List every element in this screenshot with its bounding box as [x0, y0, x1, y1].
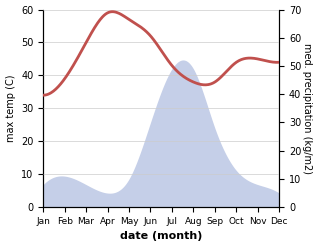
Y-axis label: med. precipitation (kg/m2): med. precipitation (kg/m2) — [302, 43, 313, 174]
Y-axis label: max temp (C): max temp (C) — [5, 75, 16, 142]
X-axis label: date (month): date (month) — [120, 231, 203, 242]
